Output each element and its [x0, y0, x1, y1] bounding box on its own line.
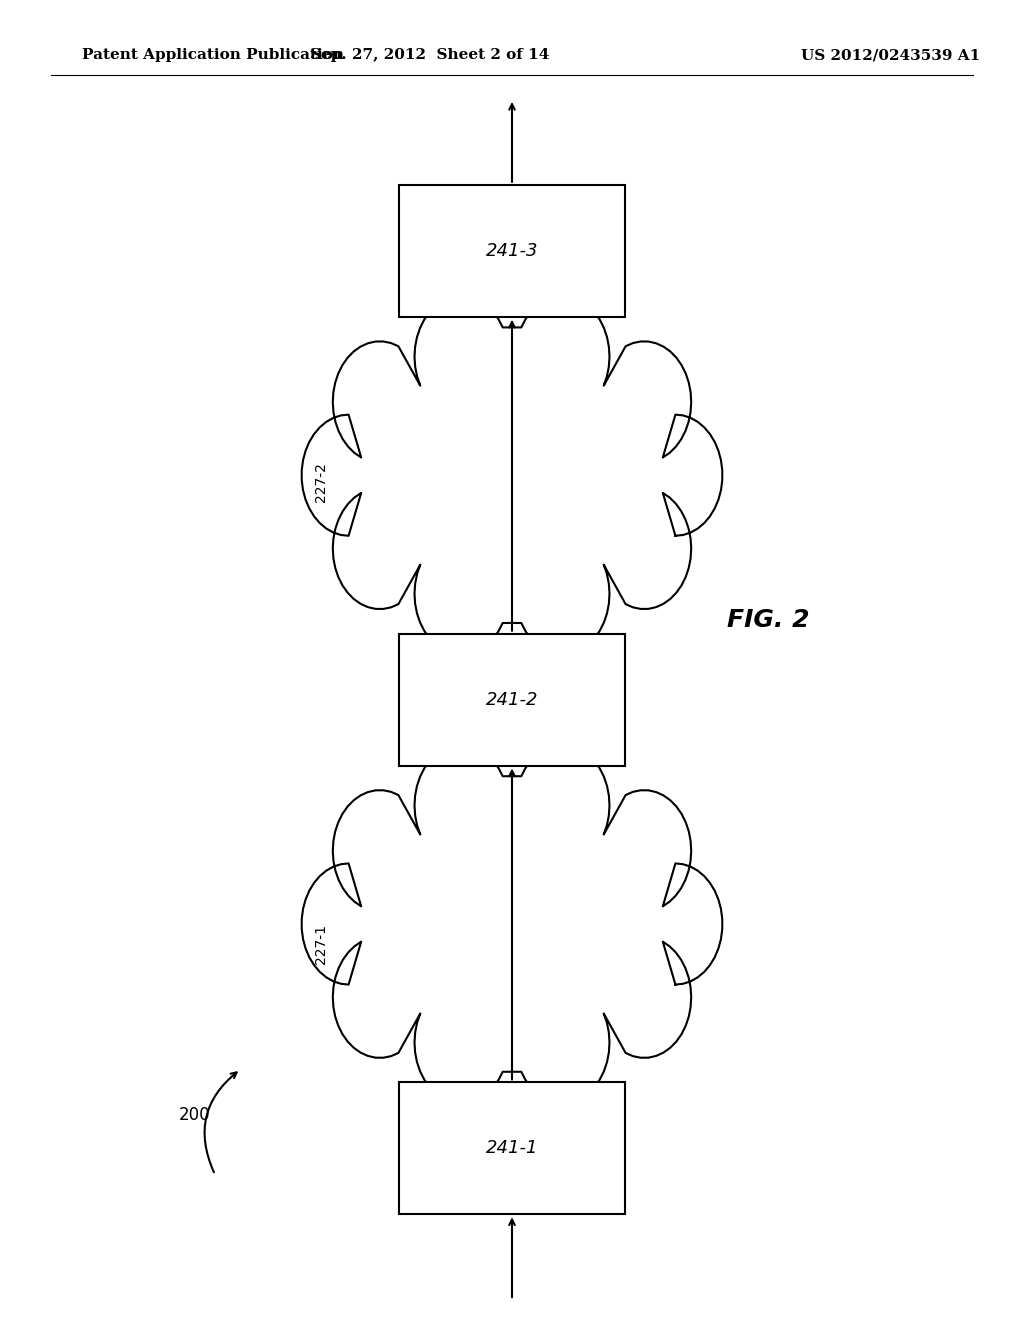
Bar: [399, 634, 625, 766]
Text: Sep. 27, 2012  Sheet 2 of 14: Sep. 27, 2012 Sheet 2 of 14: [310, 49, 550, 62]
Text: 241-2: 241-2: [485, 690, 539, 709]
Text: 241-1: 241-1: [485, 1139, 539, 1158]
Text: 227-2: 227-2: [313, 462, 328, 502]
Text: FIG. 2: FIG. 2: [727, 609, 809, 632]
Text: 241-3: 241-3: [485, 242, 539, 260]
Text: Patent Application Publication: Patent Application Publication: [82, 49, 344, 62]
Text: 227-1: 227-1: [313, 924, 328, 964]
Text: 200: 200: [179, 1106, 211, 1125]
Bar: [399, 185, 625, 317]
Bar: [399, 1082, 625, 1214]
Text: US 2012/0243539 A1: US 2012/0243539 A1: [801, 49, 981, 62]
